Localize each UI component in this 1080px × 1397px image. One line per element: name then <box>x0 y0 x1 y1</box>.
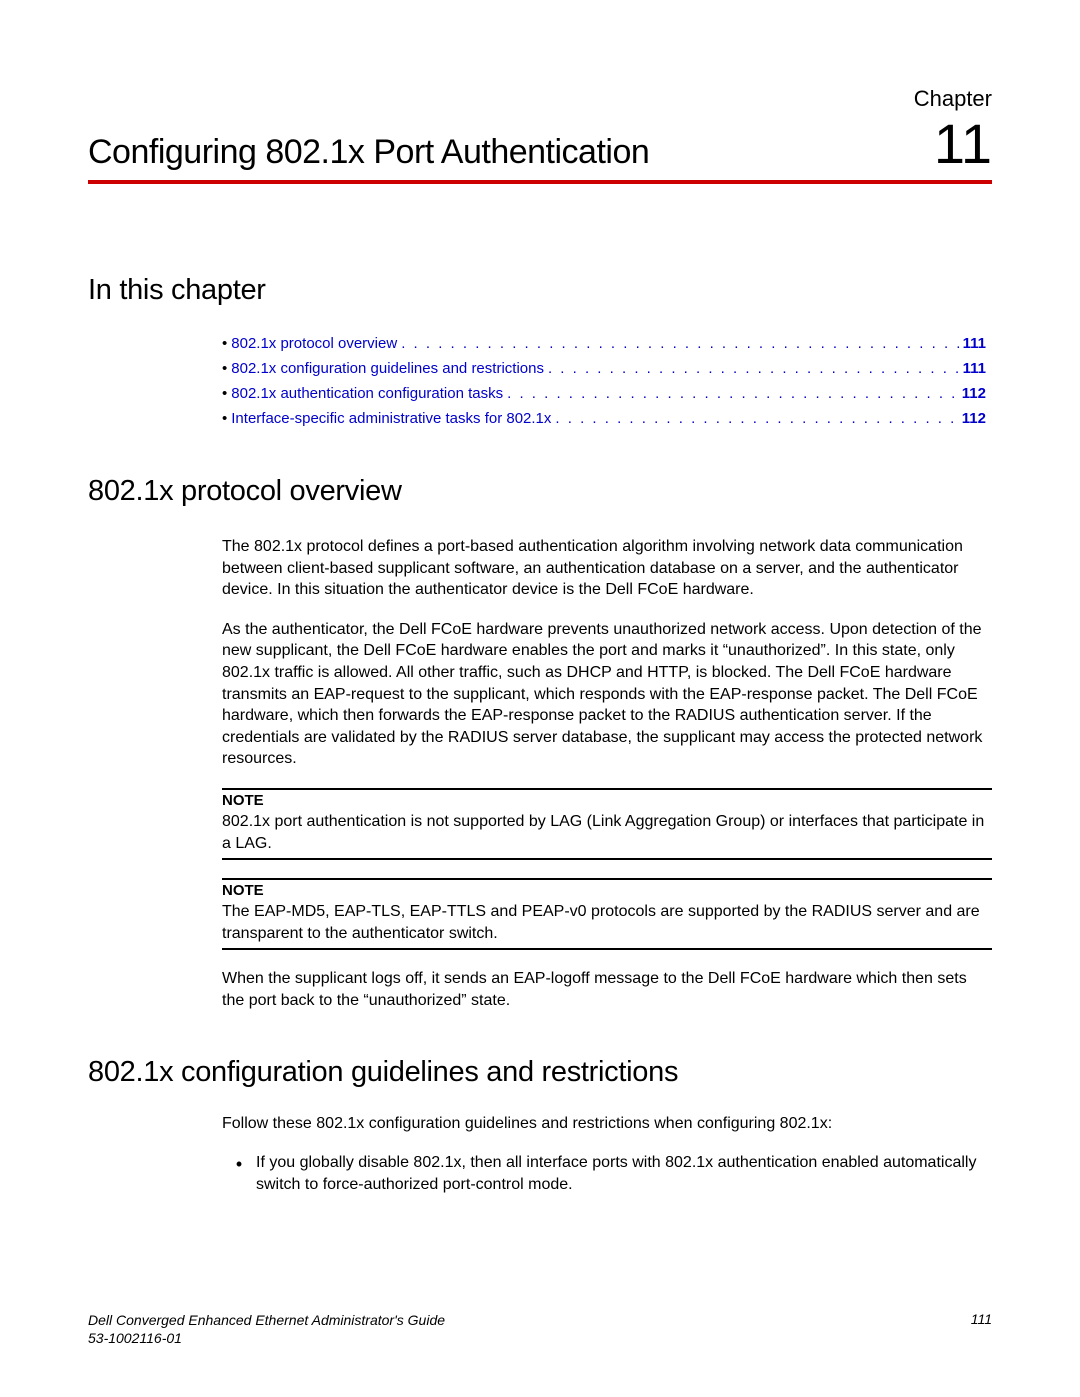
chapter-label: Chapter <box>88 86 992 112</box>
toc-item: • 802.1x configuration guidelines and re… <box>222 360 986 377</box>
page-footer: Dell Converged Enhanced Ethernet Adminis… <box>88 1311 992 1347</box>
toc-leader-dots <box>551 410 961 427</box>
bullet-item: • If you globally disable 802.1x, then a… <box>222 1152 992 1197</box>
note-block: NOTE 802.1x port authentication is not s… <box>222 788 992 860</box>
toc-item: • Interface-specific administrative task… <box>222 410 986 427</box>
document-page: Chapter Configuring 802.1x Port Authenti… <box>0 0 1080 1267</box>
footer-guide-title: Dell Converged Enhanced Ethernet Adminis… <box>88 1311 445 1329</box>
toc-leader-dots <box>503 385 962 402</box>
chapter-number: 11 <box>934 116 992 172</box>
note-label: NOTE <box>222 882 992 899</box>
section-config-guidelines: 802.1x configuration guidelines and rest… <box>88 1056 992 1089</box>
toc-link-protocol-overview[interactable]: 802.1x protocol overview <box>231 335 397 352</box>
bullet-text: If you globally disable 802.1x, then all… <box>256 1152 992 1197</box>
paragraph: As the authenticator, the Dell FCoE hard… <box>222 619 992 770</box>
note-rule <box>222 788 992 790</box>
bullet-icon: • <box>222 1152 256 1197</box>
toc-page-number[interactable]: 112 <box>962 410 986 427</box>
note-label: NOTE <box>222 792 992 809</box>
note-rule <box>222 948 992 950</box>
bullet-icon: • <box>222 410 227 427</box>
footer-doc-number: 53-1002116-01 <box>88 1329 445 1347</box>
note-rule <box>222 858 992 860</box>
footer-left: Dell Converged Enhanced Ethernet Adminis… <box>88 1311 445 1347</box>
bullet-icon: • <box>222 335 227 352</box>
chapter-title: Configuring 802.1x Port Authentication <box>88 133 649 172</box>
toc-link-config-guidelines[interactable]: 802.1x configuration guidelines and rest… <box>231 360 544 377</box>
bullet-icon: • <box>222 385 227 402</box>
toc-link-auth-tasks[interactable]: 802.1x authentication configuration task… <box>231 385 503 402</box>
toc-item: • 802.1x authentication configuration ta… <box>222 385 986 402</box>
paragraph: Follow these 802.1x configuration guidel… <box>222 1113 992 1135</box>
note-rule <box>222 878 992 880</box>
toc-leader-dots <box>397 335 962 352</box>
section-in-this-chapter: In this chapter <box>88 274 992 307</box>
paragraph: When the supplicant logs off, it sends a… <box>222 968 992 1011</box>
note-text: 802.1x port authentication is not suppor… <box>222 811 992 854</box>
paragraph: The 802.1x protocol defines a port-based… <box>222 536 992 601</box>
footer-page-number: 111 <box>971 1311 992 1347</box>
note-text: The EAP-MD5, EAP-TLS, EAP-TTLS and PEAP-… <box>222 901 992 944</box>
toc-page-number[interactable]: 111 <box>963 335 986 352</box>
toc-leader-dots <box>544 360 963 377</box>
toc-link-interface-tasks[interactable]: Interface-specific administrative tasks … <box>231 410 551 427</box>
note-block: NOTE The EAP-MD5, EAP-TLS, EAP-TTLS and … <box>222 878 992 950</box>
toc-item: • 802.1x protocol overview 111 <box>222 335 986 352</box>
red-divider <box>88 180 992 184</box>
section-protocol-overview: 802.1x protocol overview <box>88 475 992 508</box>
title-row: Configuring 802.1x Port Authentication 1… <box>88 116 992 172</box>
toc-page-number[interactable]: 111 <box>963 360 986 377</box>
table-of-contents: • 802.1x protocol overview 111 • 802.1x … <box>222 335 986 427</box>
bullet-icon: • <box>222 360 227 377</box>
toc-page-number[interactable]: 112 <box>962 385 986 402</box>
